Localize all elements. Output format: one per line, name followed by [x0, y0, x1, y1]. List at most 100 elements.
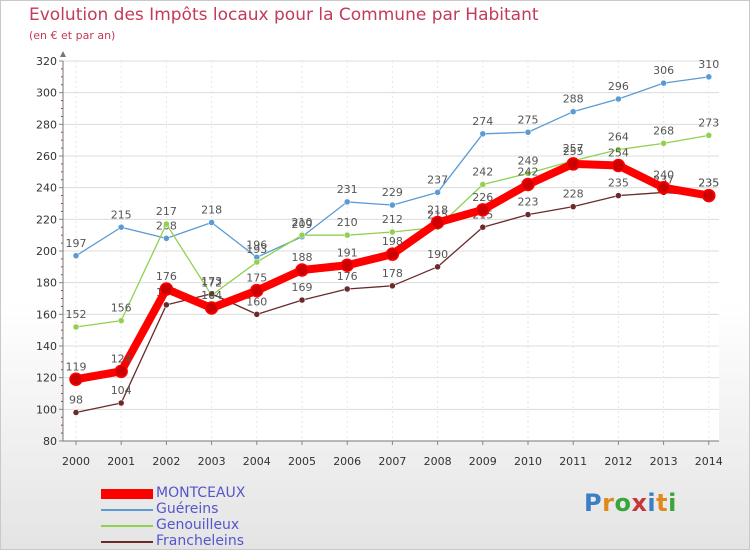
- data-label-montceaux: 254: [608, 147, 629, 160]
- logo-letter: o: [614, 489, 632, 517]
- x-tick-label: 2003: [198, 455, 226, 468]
- data-label-montceaux: 242: [518, 166, 539, 179]
- data-point-guereins: [343, 198, 351, 206]
- data-label-guereins: 218: [201, 204, 222, 217]
- data-label-francheleins: 169: [292, 281, 313, 294]
- data-label-genouilleux: 193: [246, 243, 267, 256]
- data-label-genouilleux: 172: [201, 276, 222, 289]
- data-label-genouilleux: 156: [111, 302, 132, 315]
- logo-letter: P: [584, 489, 603, 517]
- legend-swatch: [101, 525, 153, 527]
- data-label-genouilleux: 210: [337, 216, 358, 229]
- data-label-montceaux: 198: [382, 235, 403, 248]
- y-tick-label: 240: [36, 182, 57, 195]
- data-point-montceaux: [566, 157, 580, 171]
- data-point-francheleins: [389, 282, 396, 290]
- y-tick-label: 180: [36, 277, 57, 290]
- data-label-genouilleux: 242: [472, 166, 493, 179]
- data-label-montceaux: 240: [653, 169, 674, 182]
- x-tick-label: 2009: [469, 455, 497, 468]
- data-point-montceaux: [430, 215, 445, 230]
- data-point-guereins: [208, 219, 215, 226]
- data-point-francheleins: [615, 192, 622, 199]
- data-label-montceaux: 188: [292, 251, 313, 264]
- data-point-francheleins: [163, 301, 170, 309]
- y-tick-label: 160: [36, 308, 57, 321]
- y-tick-label: 260: [36, 150, 57, 163]
- x-tick-label: 2001: [107, 455, 135, 468]
- data-point-montceaux: [114, 364, 128, 379]
- chart-title: Evolution des Impôts locaux pour la Comm…: [29, 5, 539, 25]
- data-label-guereins: 209: [292, 218, 313, 231]
- data-label-francheleins: 173: [201, 275, 222, 288]
- legend-swatch: [101, 509, 153, 511]
- data-label-genouilleux: 268: [653, 124, 674, 137]
- y-tick-label: 220: [36, 213, 57, 226]
- data-label-francheleins: 235: [608, 177, 629, 190]
- data-label-guereins: 215: [111, 208, 132, 221]
- data-point-montceaux: [656, 180, 671, 195]
- data-point-genouilleux: [72, 323, 80, 331]
- legend-label: Genouilleux: [156, 517, 240, 533]
- data-label-francheleins: 98: [69, 394, 83, 407]
- data-label-genouilleux: 212: [382, 213, 403, 226]
- data-point-guereins: [479, 130, 487, 138]
- chart-subtitle: (en € et par an): [29, 29, 116, 42]
- data-point-francheleins: [569, 203, 577, 210]
- x-tick-label: 2006: [333, 455, 361, 468]
- x-tick-label: 2012: [604, 455, 632, 468]
- data-label-guereins: 229: [382, 186, 403, 199]
- data-point-montceaux: [476, 203, 490, 217]
- data-label-genouilleux: 257: [563, 142, 584, 155]
- data-label-francheleins: 235: [698, 177, 719, 190]
- data-label-montceaux: 124: [111, 352, 132, 365]
- data-label-guereins: 275: [518, 113, 539, 126]
- logo-letter: t: [656, 489, 669, 517]
- x-tick-label: 2004: [243, 455, 271, 468]
- data-point-montceaux: [340, 258, 354, 272]
- data-label-francheleins: 190: [427, 248, 448, 261]
- data-label-montceaux: 226: [472, 191, 493, 204]
- logo-letter: i: [668, 489, 677, 517]
- data-label-guereins: 306: [653, 64, 674, 77]
- data-point-francheleins: [434, 263, 441, 271]
- x-tick-label: 2008: [424, 455, 452, 468]
- data-label-genouilleux: 273: [698, 116, 719, 129]
- legend-swatch: [101, 541, 153, 543]
- y-tick-label: 200: [36, 245, 57, 258]
- data-point-francheleins: [479, 224, 487, 231]
- y-tick-label: 280: [36, 118, 57, 131]
- x-tick-label: 2002: [152, 455, 180, 468]
- legend-label: Guéreins: [156, 501, 219, 517]
- data-label-genouilleux: 249: [518, 154, 539, 167]
- data-label-francheleins: 160: [246, 295, 267, 308]
- data-label-guereins: 237: [427, 173, 448, 186]
- data-label-montceaux: 164: [201, 289, 222, 302]
- x-tick-label: 2010: [514, 455, 542, 468]
- data-label-genouilleux: 152: [66, 308, 87, 321]
- x-tick-label: 2005: [288, 455, 316, 468]
- data-point-guereins: [117, 224, 125, 231]
- x-tick-label: 2013: [650, 455, 678, 468]
- proxiti-logo: Proxiti: [584, 489, 677, 517]
- data-label-montceaux: 176: [156, 270, 177, 283]
- data-label-guereins: 197: [66, 237, 87, 250]
- data-point-genouilleux: [117, 317, 125, 324]
- data-label-guereins: 288: [563, 93, 584, 106]
- data-point-genouilleux: [615, 146, 622, 153]
- data-point-guereins: [389, 201, 396, 209]
- data-label-montceaux: 255: [563, 145, 584, 158]
- data-point-francheleins: [298, 296, 306, 304]
- data-point-genouilleux: [389, 228, 396, 236]
- x-tick-label: 2007: [378, 455, 406, 468]
- data-point-genouilleux: [705, 132, 713, 139]
- data-label-francheleins: 178: [382, 267, 403, 280]
- data-point-guereins: [524, 129, 532, 136]
- legend-swatch: [101, 489, 153, 499]
- y-axis-arrow: [60, 51, 66, 57]
- data-point-genouilleux: [479, 181, 487, 188]
- data-point-montceaux: [521, 177, 535, 192]
- y-tick-label: 80: [43, 435, 57, 448]
- data-label-francheleins: 176: [337, 270, 358, 283]
